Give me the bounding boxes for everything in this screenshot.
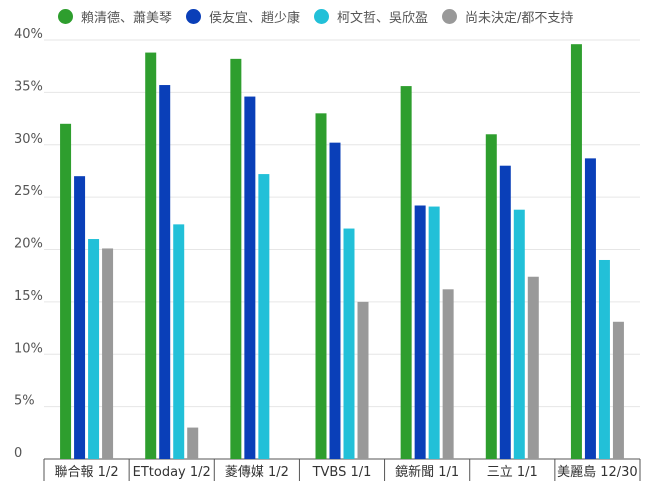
x-category-label: 菱傳媒 1/2 bbox=[225, 465, 289, 480]
x-category-label: 三立 1/1 bbox=[487, 465, 538, 480]
bar-6-2 bbox=[598, 259, 610, 459]
y-tick-label: 0 bbox=[14, 446, 22, 461]
legend-dot-ko-wu bbox=[314, 9, 330, 24]
legend-label-hou-jaw: 侯友宜、趙少康 bbox=[209, 11, 301, 26]
chart-legend: 賴清德、蕭美琴 侯友宜、趙少康 柯文哲、吳欣盈 尚未決定/都不支持 bbox=[58, 7, 573, 26]
bar-4-3 bbox=[442, 289, 454, 459]
legend-item-undecided: 尚未決定/都不支持 bbox=[442, 7, 573, 26]
y-tick-label: 15% bbox=[14, 289, 43, 304]
y-tick-label: 35% bbox=[14, 79, 43, 94]
legend-item-hou-jaw: 侯友宜、趙少康 bbox=[186, 7, 300, 26]
bar-1-1 bbox=[159, 85, 171, 459]
y-tick-label: 40% bbox=[14, 27, 43, 42]
bar-5-3 bbox=[527, 276, 539, 459]
bar-2-2 bbox=[258, 174, 270, 459]
y-tick-label: 5% bbox=[14, 394, 35, 409]
bar-4-2 bbox=[428, 206, 440, 459]
bar-0-2 bbox=[88, 239, 100, 459]
y-tick-label: 20% bbox=[14, 237, 43, 252]
bar-3-3 bbox=[357, 301, 369, 459]
y-tick-label: 10% bbox=[14, 341, 43, 356]
y-tick-label: 30% bbox=[14, 132, 43, 147]
bar-5-0 bbox=[485, 134, 497, 459]
legend-item-ko-wu: 柯文哲、吳欣盈 bbox=[314, 7, 428, 26]
legend-dot-lai-hsiao bbox=[58, 9, 73, 24]
bar-4-1 bbox=[414, 205, 426, 459]
y-tick-label: 25% bbox=[14, 184, 43, 199]
bar-0-3 bbox=[102, 248, 114, 459]
x-category-label: ETtoday 1/2 bbox=[133, 465, 211, 480]
x-category-label: TVBS 1/1 bbox=[312, 465, 372, 480]
x-category-label: 聯合報 1/2 bbox=[55, 465, 119, 480]
bar-4-0 bbox=[400, 86, 412, 459]
legend-label-ko-wu: 柯文哲、吳欣盈 bbox=[337, 11, 429, 26]
legend-label-undecided: 尚未決定/都不支持 bbox=[465, 11, 574, 26]
legend-item-lai-hsiao: 賴清德、蕭美琴 bbox=[58, 7, 172, 26]
legend-dot-undecided bbox=[442, 9, 458, 24]
x-category-label: 美麗島 12/30 bbox=[557, 465, 638, 480]
bar-1-0 bbox=[145, 52, 157, 459]
bar-6-3 bbox=[612, 321, 624, 459]
legend-dot-hou-jaw bbox=[186, 9, 202, 24]
bar-6-1 bbox=[584, 158, 596, 459]
bar-3-2 bbox=[343, 228, 355, 459]
bar-0-1 bbox=[74, 176, 86, 460]
bar-5-2 bbox=[513, 209, 525, 459]
bar-6-0 bbox=[570, 44, 582, 459]
bar-2-0 bbox=[230, 58, 242, 459]
bar-2-1 bbox=[244, 96, 256, 459]
bar-3-1 bbox=[329, 142, 341, 459]
bar-1-3 bbox=[187, 427, 199, 459]
bar-3-0 bbox=[315, 113, 327, 459]
bar-0-0 bbox=[60, 123, 72, 460]
x-category-label: 鏡新聞 1/1 bbox=[395, 464, 459, 480]
bar-5-1 bbox=[499, 165, 511, 459]
legend-label-lai-hsiao: 賴清德、蕭美琴 bbox=[81, 11, 173, 26]
bar-1-2 bbox=[173, 224, 185, 459]
